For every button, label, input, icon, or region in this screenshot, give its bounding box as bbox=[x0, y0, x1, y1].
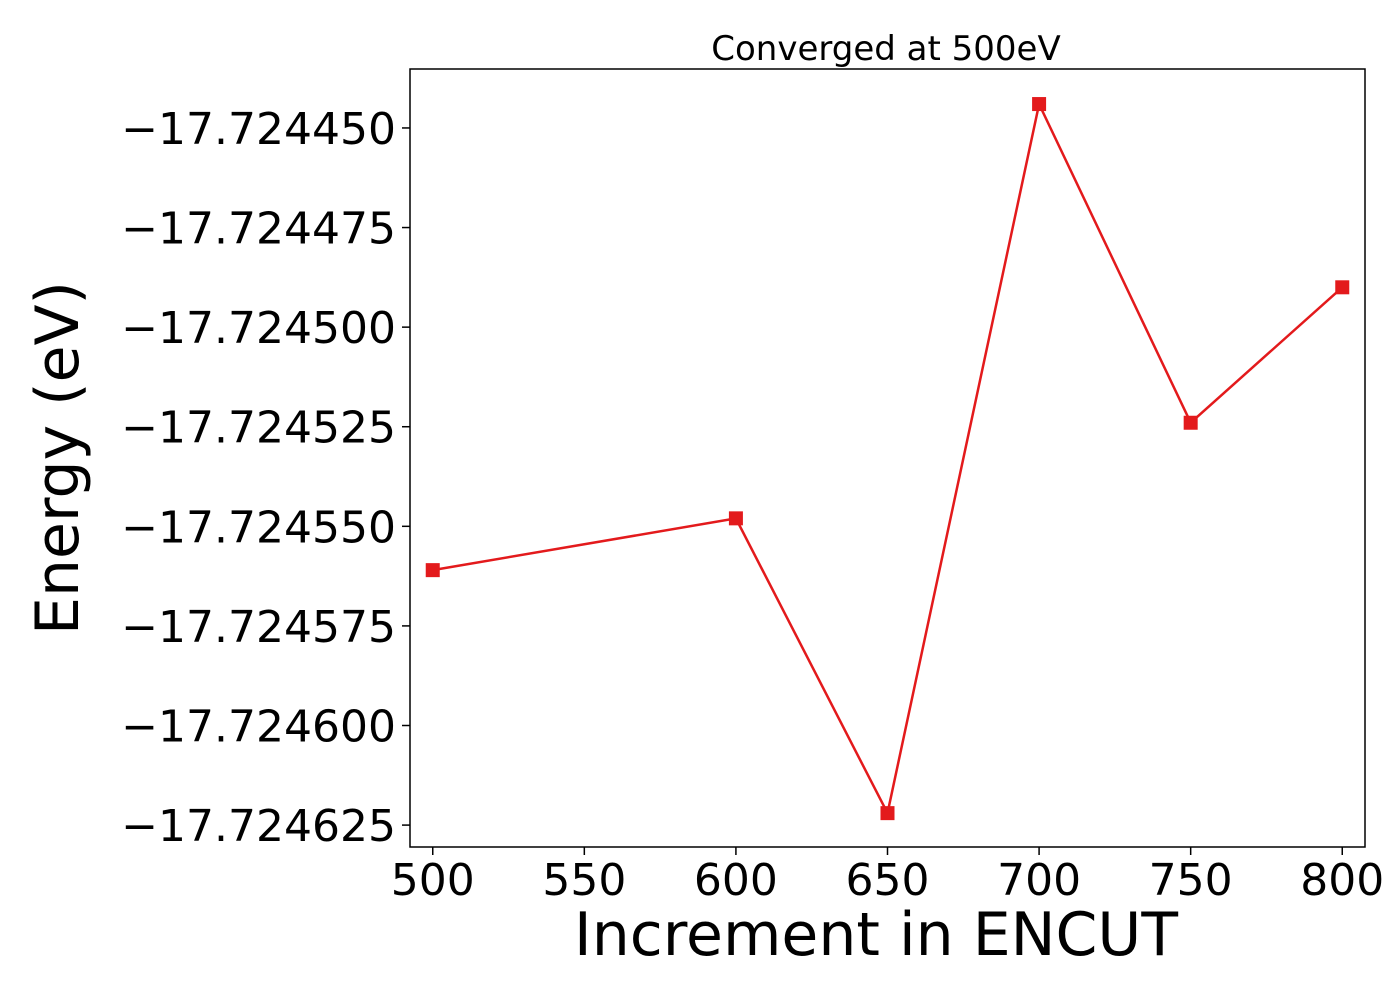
y-tick-label: −17.724525 bbox=[121, 403, 396, 454]
y-tick-label: −17.724450 bbox=[121, 104, 396, 155]
y-axis: −17.724450 −17.724475 −17.724500 −17.724525… bbox=[121, 104, 410, 852]
y-axis-label: Energy (eV) bbox=[23, 281, 93, 635]
series-layer bbox=[425, 97, 1350, 821]
y-tick-label: −17.724575 bbox=[121, 602, 396, 653]
data-point-marker bbox=[880, 806, 895, 821]
chart-title: Converged at 500eV bbox=[711, 29, 1060, 69]
x-tick-label: 600 bbox=[694, 855, 778, 906]
y-tick-label: −17.724600 bbox=[121, 701, 396, 752]
x-axis: 500 550 600 650 700 750 800 bbox=[391, 847, 1384, 906]
data-point-marker bbox=[1183, 415, 1198, 430]
x-tick-label: 650 bbox=[846, 855, 930, 906]
y-tick-label: −17.724550 bbox=[121, 502, 396, 553]
data-point-marker bbox=[1335, 280, 1350, 295]
y-tick-label: −17.724500 bbox=[121, 303, 396, 354]
data-point-marker bbox=[1032, 97, 1047, 112]
plot-frame bbox=[409, 68, 1366, 848]
x-tick-label: 500 bbox=[391, 855, 475, 906]
y-tick-label: −17.724625 bbox=[121, 801, 396, 852]
x-tick-label: 800 bbox=[1300, 855, 1384, 906]
data-point-marker bbox=[425, 563, 440, 578]
x-tick-label: 550 bbox=[542, 855, 626, 906]
series-line bbox=[432, 100, 1344, 817]
x-axis-label: Increment in ENCUT bbox=[574, 900, 1178, 970]
x-tick-label: 750 bbox=[1149, 855, 1233, 906]
y-tick-label: −17.724475 bbox=[121, 204, 396, 255]
data-point-marker bbox=[728, 511, 743, 526]
x-tick-label: 700 bbox=[997, 855, 1081, 906]
